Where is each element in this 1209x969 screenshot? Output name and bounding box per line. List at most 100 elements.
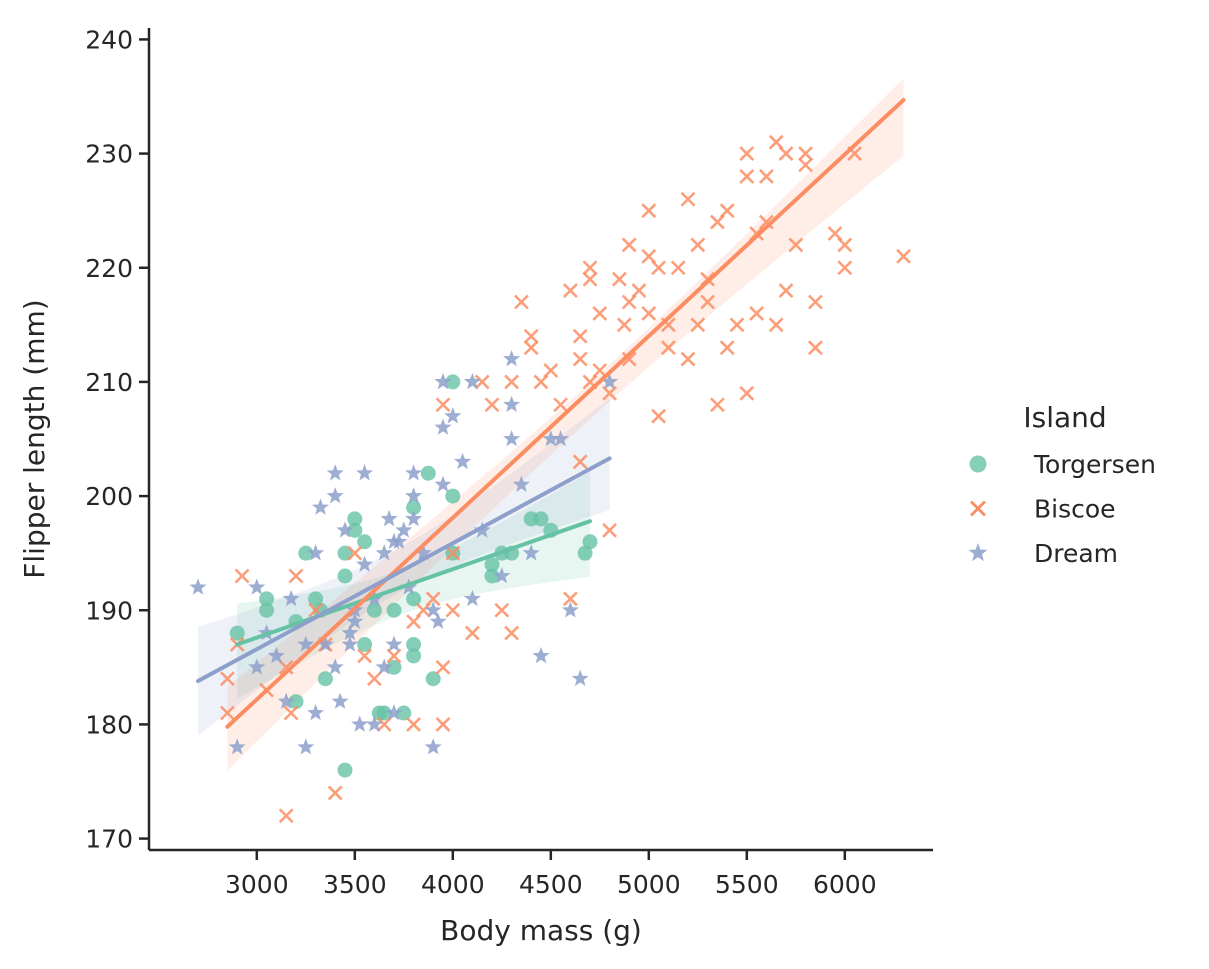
biscoe-point <box>837 260 853 276</box>
biscoe-point <box>278 659 294 675</box>
dream-point <box>414 544 432 561</box>
dream-point <box>463 589 481 607</box>
x-tick-label: 3000 <box>225 870 289 899</box>
dream-point <box>552 430 570 447</box>
legend-items: Torgersen Biscoe Dream <box>968 450 1156 568</box>
regression-lines <box>196 97 906 729</box>
biscoe-point <box>621 351 637 367</box>
torgersen-point <box>484 557 500 573</box>
torgersen-point <box>347 522 363 538</box>
dream-regression-line <box>196 456 612 684</box>
biscoe-point <box>641 305 657 321</box>
dream-point <box>434 475 452 492</box>
dream-point <box>351 715 369 732</box>
x-tick-label: 5000 <box>617 870 681 899</box>
biscoe-point <box>621 237 637 253</box>
dream-point <box>601 372 619 390</box>
dream-point <box>454 452 472 470</box>
y-tick-label: 190 <box>85 596 133 625</box>
y-tick-label: 240 <box>85 25 133 54</box>
torgersen-point <box>420 465 436 481</box>
y-axis-title: Flipper length (mm) <box>18 299 51 578</box>
biscoe-point <box>611 271 627 287</box>
biscoe-point <box>572 454 588 470</box>
dream-point <box>282 589 300 607</box>
dream-point <box>522 544 540 561</box>
torgersen-point <box>582 534 598 550</box>
dream-point <box>346 612 364 629</box>
biscoe-point <box>758 168 774 184</box>
biscoe-point <box>357 648 373 664</box>
biscoe-point <box>504 374 520 390</box>
biscoe-point <box>386 648 402 664</box>
biscoe-point <box>219 671 235 687</box>
x-tick-label: 4500 <box>519 870 583 899</box>
biscoe-point <box>435 659 451 675</box>
y-tick-label: 180 <box>85 710 133 739</box>
biscoe-legend-marker <box>970 500 986 517</box>
biscoe-regression-line <box>225 97 906 729</box>
biscoe-point <box>837 237 853 253</box>
dream-point <box>277 692 295 709</box>
biscoe-point <box>572 328 588 344</box>
biscoe-point <box>523 340 539 356</box>
biscoe-point <box>435 397 451 413</box>
biscoe-point <box>739 385 755 401</box>
dream-point <box>331 692 349 709</box>
torgersen-point <box>229 625 245 641</box>
biscoe-point <box>366 671 382 687</box>
axes: 3000 3500 4000 4500 5000 5500 6000 170 180 190 20… <box>85 25 933 899</box>
dream-point <box>297 635 315 652</box>
biscoe-point <box>788 237 804 253</box>
dream-point <box>434 372 452 390</box>
biscoe-point <box>504 625 520 641</box>
biscoe-point <box>582 271 598 287</box>
torgersen-point <box>484 568 500 584</box>
dream-point <box>341 624 359 641</box>
torgersen-point <box>337 762 353 778</box>
biscoe-point <box>719 340 735 356</box>
dream-point <box>380 509 398 527</box>
dream-point <box>542 430 560 447</box>
dream-point <box>307 704 325 721</box>
biscoe-point <box>798 157 814 173</box>
biscoe-point <box>347 545 363 561</box>
y-tick-label: 210 <box>85 368 133 397</box>
biscoe-point <box>641 203 657 219</box>
dream-point <box>503 430 521 447</box>
biscoe-point <box>234 568 250 584</box>
biscoe-point <box>739 146 755 162</box>
dream-legend-label: Dream <box>1034 539 1118 568</box>
biscoe-point <box>562 591 578 607</box>
dream-point <box>356 464 374 481</box>
x-tick-label: 5500 <box>715 870 779 899</box>
torgersen-point <box>386 602 402 618</box>
biscoe-point <box>425 591 441 607</box>
biscoe-point <box>896 248 912 264</box>
biscoe-point <box>807 340 823 356</box>
torgersen-point <box>298 545 314 561</box>
biscoe-point <box>616 317 632 333</box>
y-ticks: 170 180 190 200 210 220 230 240 <box>85 25 149 854</box>
y-tick-label: 230 <box>85 140 133 169</box>
x-axis-title: Body mass (g) <box>440 914 642 947</box>
dream-point <box>307 544 325 561</box>
biscoe-point <box>445 602 461 618</box>
torgersen-point <box>337 545 353 561</box>
biscoe-point <box>464 625 480 641</box>
dream-point <box>444 407 462 424</box>
dream-point <box>375 658 393 675</box>
dream-point <box>532 646 550 664</box>
dream-point <box>503 395 521 413</box>
biscoe-point <box>288 568 304 584</box>
torgersen-point <box>366 602 382 618</box>
dream-point <box>385 704 403 721</box>
biscoe-point <box>283 705 299 721</box>
points-layer <box>189 134 912 824</box>
y-tick-label: 220 <box>85 254 133 283</box>
biscoe-point <box>660 340 676 356</box>
biscoe-point <box>631 283 647 299</box>
biscoe-point <box>719 203 735 219</box>
biscoe-point <box>807 294 823 310</box>
biscoe-point <box>523 328 539 344</box>
